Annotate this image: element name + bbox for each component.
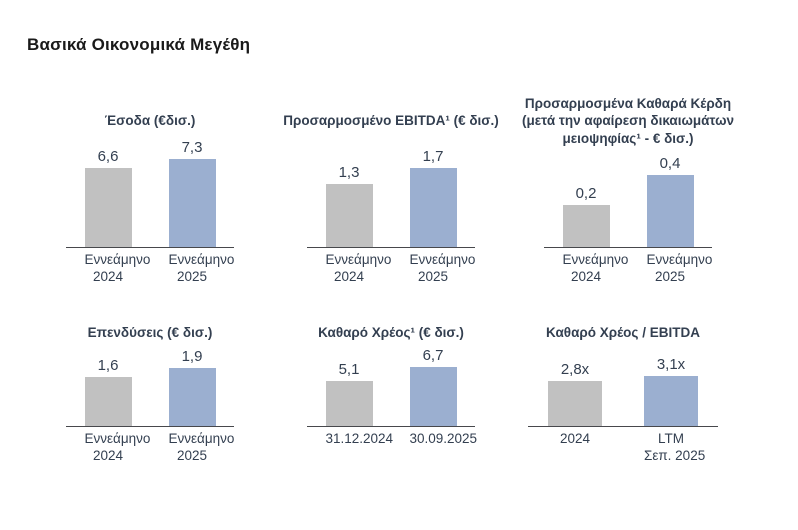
page-title: Βασικά Οικονομικά Μεγέθη	[27, 35, 251, 55]
bar-value-label: 2,8x	[560, 361, 590, 378]
bar-group: 2,8x	[548, 362, 602, 426]
x-axis-label: Εννεάμηνο 2025	[409, 252, 476, 284]
bar-value-label: 5,1	[338, 361, 360, 378]
chart-adjusted-ebitda: Προσαρμοσμένο EBITDA¹ (€ δισ.) 1,3 1,7 Ε…	[283, 95, 499, 285]
bar-group: 7,3	[168, 139, 216, 247]
bar-2025	[168, 368, 216, 426]
x-axis-labels: Εννεάμηνο 2024 Εννεάμηνο 2025	[66, 427, 235, 464]
bar-value-label: 1,6	[97, 357, 119, 374]
chart-title: Καθαρό Χρέος¹ (€ δισ.)	[318, 325, 464, 341]
bar-2025	[644, 376, 698, 426]
bar-group: 6,6	[84, 148, 132, 247]
x-axis-labels: 2024 LTM Σεπ. 2025	[528, 427, 718, 464]
bar-2024	[325, 381, 373, 426]
bar-value-label: 0,2	[575, 185, 597, 202]
bar-2024	[84, 377, 132, 426]
plot-area: 0,2 0,4	[544, 147, 712, 248]
bar-group: 5,1	[325, 361, 373, 426]
chart-revenue: Έσοδα (€δισ.) 6,6 7,3 Εννεάμηνο 2024 Ενν…	[45, 95, 255, 285]
bar-2025	[409, 367, 457, 426]
chart-title: Προσαρμοσμένα Καθαρά Κέρδη (μετά την αφα…	[522, 96, 734, 146]
x-axis-label: Εννεάμηνο 2024	[562, 252, 629, 284]
bar-group: 3,1x	[644, 357, 698, 426]
bar-2024	[562, 205, 610, 247]
x-axis-label: 30.09.2025	[409, 431, 478, 446]
bar-2025	[168, 159, 216, 247]
bar-group: 1,9	[168, 348, 216, 426]
bar-2025	[409, 168, 457, 247]
chart-title: Καθαρό Χρέος / EBITDA	[546, 325, 700, 341]
x-axis-label: 2024	[559, 431, 591, 446]
bar-value-label: 6,7	[422, 347, 444, 364]
chart-adjusted-net-profit: Προσαρμοσμένα Καθαρά Κέρδη (μετά την αφα…	[522, 95, 734, 285]
x-axis-labels: Εννεάμηνο 2024 Εννεάμηνο 2025	[66, 248, 235, 285]
plot-area: 1,6 1,9	[66, 348, 234, 427]
bar-2025	[646, 175, 694, 247]
plot-area: 6,6 7,3	[66, 140, 234, 248]
plot-area: 1,3 1,7	[307, 147, 475, 248]
bar-group: 0,2	[562, 185, 610, 247]
bar-group: 0,4	[646, 155, 694, 247]
chart-title: Έσοδα (€δισ.)	[104, 113, 196, 129]
chart-net-debt-to-ebitda: Καθαρό Χρέος / EBITDA 2,8x 3,1x 2024 LTM…	[513, 310, 733, 464]
plot-area: 5,1 6,7	[307, 348, 475, 427]
chart-title: Επενδύσεις (€ δισ.)	[87, 325, 213, 341]
chart-investments: Επενδύσεις (€ δισ.) 1,6 1,9 Εννεάμηνο 20…	[45, 310, 255, 464]
bar-group: 6,7	[409, 347, 457, 426]
x-axis-label: Εννεάμηνο 2025	[168, 431, 235, 463]
chart-net-debt: Καθαρό Χρέος¹ (€ δισ.) 5,1 6,7 31.12.202…	[286, 310, 496, 447]
bar-value-label: 0,4	[659, 155, 681, 172]
bar-value-label: 6,6	[97, 148, 119, 165]
bar-group: 1,7	[409, 148, 457, 247]
x-axis-label: 31.12.2024	[325, 431, 394, 446]
x-axis-label: Εννεάμηνο 2024	[84, 431, 151, 463]
x-axis-label: Εννεάμηνο 2024	[325, 252, 392, 284]
bar-2024	[325, 184, 373, 247]
bar-group: 1,6	[84, 357, 132, 426]
bar-value-label: 1,3	[338, 164, 360, 181]
x-axis-labels: Εννεάμηνο 2024 Εννεάμηνο 2025	[307, 248, 476, 285]
x-axis-label: Εννεάμηνο 2025	[646, 252, 713, 284]
x-axis-labels: 31.12.2024 30.09.2025	[307, 427, 478, 447]
bar-value-label: 1,9	[181, 348, 203, 365]
chart-title: Προσαρμοσμένο EBITDA¹ (€ δισ.)	[283, 113, 499, 129]
bar-2024	[548, 381, 602, 426]
bar-value-label: 7,3	[181, 139, 203, 156]
bar-2024	[84, 168, 132, 247]
bar-group: 1,3	[325, 164, 373, 247]
plot-area: 2,8x 3,1x	[528, 348, 718, 427]
bar-value-label: 1,7	[422, 148, 444, 165]
x-axis-label: Εννεάμηνο 2025	[168, 252, 235, 284]
x-axis-labels: Εννεάμηνο 2024 Εννεάμηνο 2025	[544, 248, 713, 285]
bar-value-label: 3,1x	[656, 356, 686, 373]
x-axis-label: LTM Σεπ. 2025	[644, 431, 706, 463]
x-axis-label: Εννεάμηνο 2024	[84, 252, 151, 284]
